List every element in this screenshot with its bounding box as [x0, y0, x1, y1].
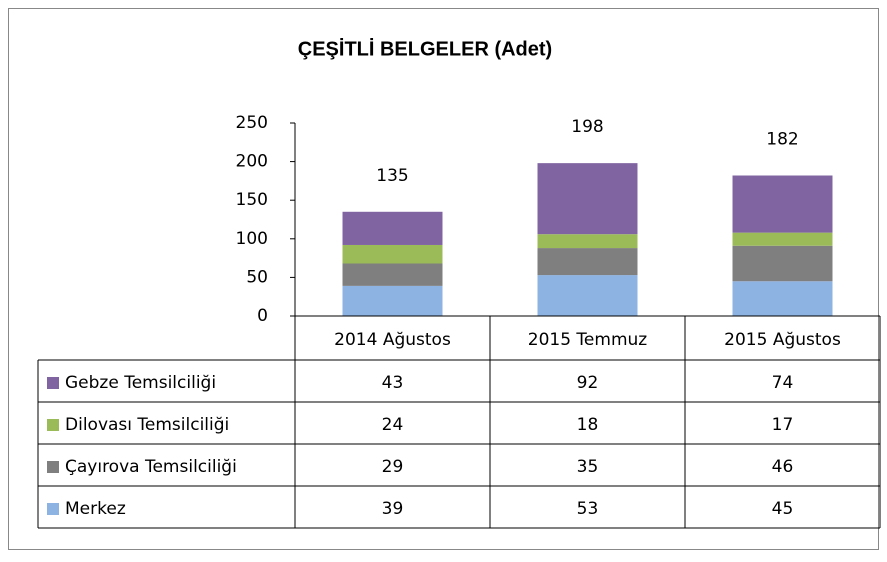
bar-segment	[342, 285, 443, 316]
table-value: 17	[772, 415, 794, 435]
table-value: 92	[577, 373, 599, 393]
legend-swatch	[47, 419, 59, 431]
total-label: 135	[376, 166, 408, 186]
table-value: 39	[382, 499, 404, 519]
table-value: 24	[382, 415, 404, 435]
y-tick-label: 200	[236, 152, 268, 172]
legend-swatch	[47, 461, 59, 473]
legend-swatch	[47, 377, 59, 389]
bar-segment	[537, 248, 638, 276]
legend-label: Gebze Temsilciliği	[65, 373, 216, 393]
x-tick-label: 2014 Ağustos	[334, 330, 451, 350]
total-label: 182	[766, 129, 798, 149]
bar-segment	[732, 232, 833, 246]
bar-segment	[342, 244, 443, 264]
table-value: 35	[577, 457, 599, 477]
chart-title: ÇEŞİTLİ BELGELER (Adet)	[298, 37, 552, 60]
total-label: 198	[571, 117, 603, 137]
x-tick-label: 2015 Ağustos	[724, 330, 841, 350]
bar-segment	[537, 275, 638, 316]
legend-label: Merkez	[65, 499, 126, 519]
bar-segment	[732, 245, 833, 282]
y-tick-label: 150	[236, 190, 268, 210]
y-tick-label: 250	[236, 113, 268, 133]
bar-segment	[732, 281, 833, 316]
y-tick-label: 100	[236, 229, 268, 249]
table-value: 53	[577, 499, 599, 519]
legend-swatch	[47, 503, 59, 515]
bar-segment	[537, 163, 638, 235]
legend-label: Çayırova Temsilciliği	[65, 457, 237, 477]
table-value: 18	[577, 415, 599, 435]
legend-label: Dilovası Temsilciliği	[65, 415, 229, 435]
bar-segment	[732, 175, 833, 233]
table-value: 74	[772, 373, 794, 393]
table-value: 43	[382, 373, 404, 393]
x-tick-label: 2015 Temmuz	[528, 330, 648, 350]
bar-segment	[537, 234, 638, 249]
bar-segment	[342, 211, 443, 245]
y-tick-label: 0	[257, 306, 268, 326]
table-value: 29	[382, 457, 404, 477]
bar-segment	[342, 263, 443, 286]
y-tick-label: 50	[246, 267, 268, 287]
table-value: 46	[772, 457, 794, 477]
table-value: 45	[772, 499, 794, 519]
